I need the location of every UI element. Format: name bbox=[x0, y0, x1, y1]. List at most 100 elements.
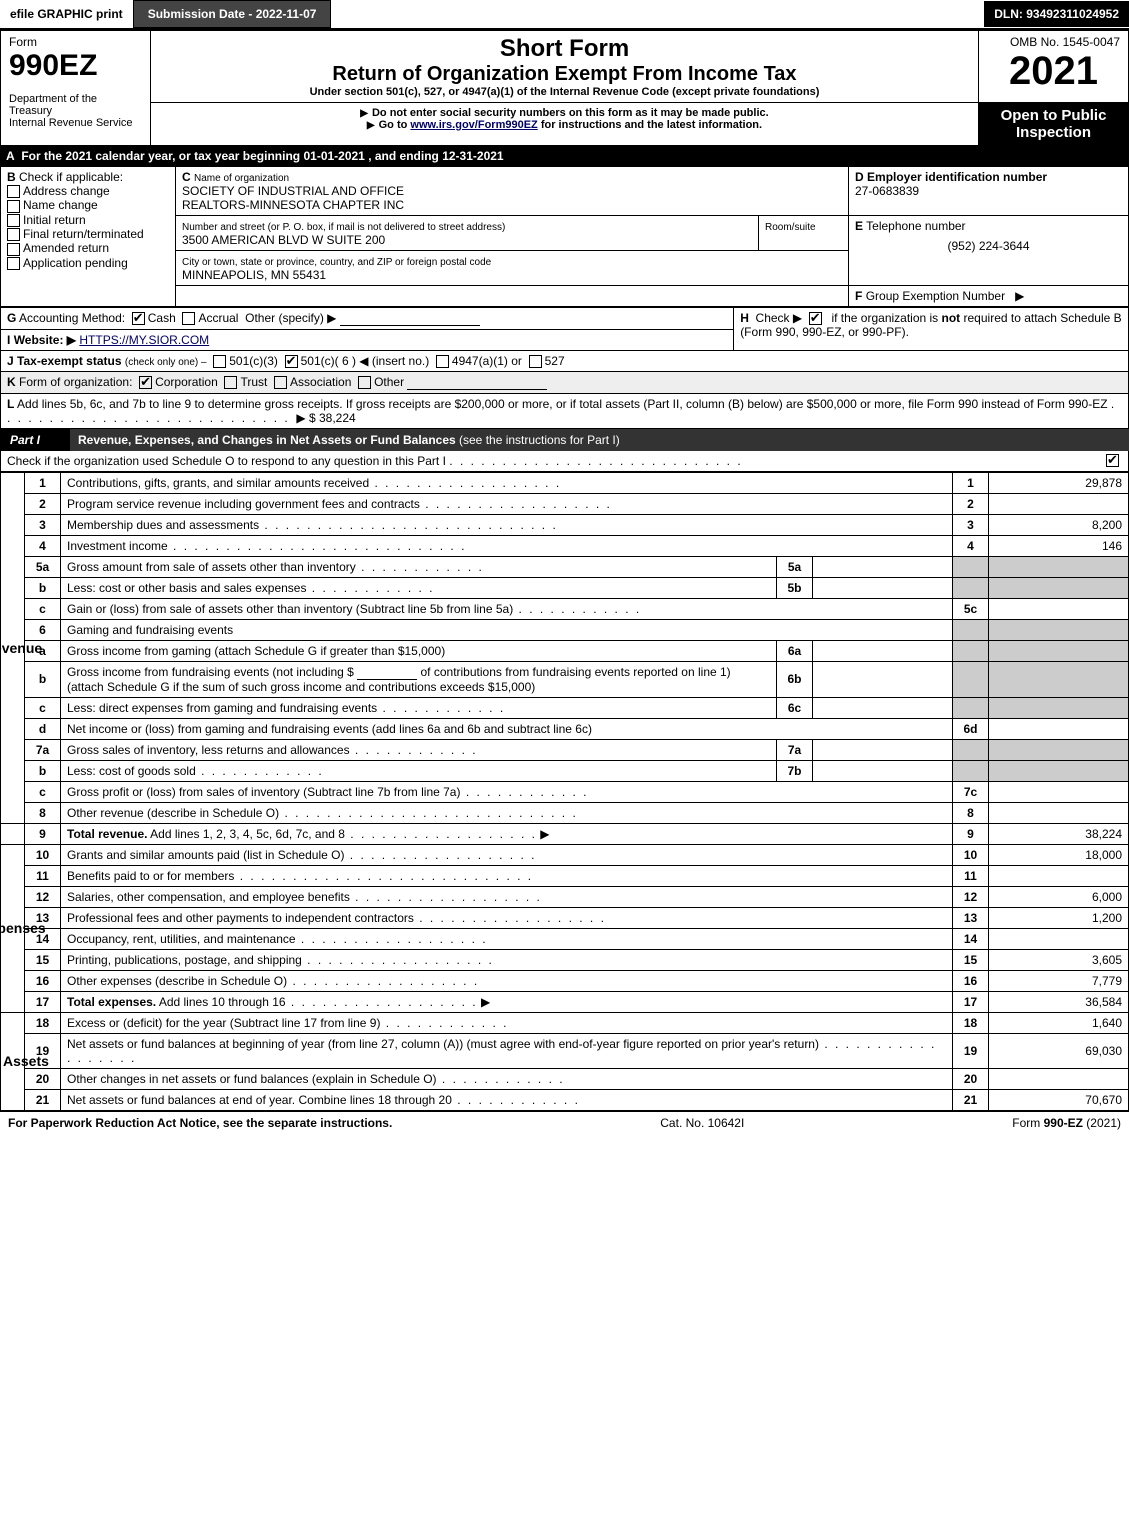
opt-other-org: Other bbox=[374, 375, 404, 389]
chk-sched-b[interactable] bbox=[809, 312, 822, 325]
ln-18-box: 18 bbox=[953, 1012, 989, 1033]
ln-13-box: 13 bbox=[953, 907, 989, 928]
ln-19-amt: 69,030 bbox=[989, 1033, 1129, 1068]
omb-number: OMB No. 1545-0047 bbox=[987, 35, 1120, 49]
ln-5b-num: b bbox=[25, 577, 61, 598]
ln-6c-dots bbox=[377, 701, 505, 715]
ln-10-box: 10 bbox=[953, 844, 989, 865]
ln-17-num: 17 bbox=[25, 991, 61, 1012]
section-i-cell: I Website: ▶ HTTPS://MY.SIOR.COM bbox=[1, 329, 734, 350]
ln-6b-blank[interactable] bbox=[357, 666, 417, 680]
chk-corp[interactable] bbox=[139, 376, 152, 389]
ln-13-desc: Professional fees and other payments to … bbox=[61, 907, 953, 928]
ln-11-text: Benefits paid to or for members bbox=[67, 869, 234, 883]
website-link[interactable]: HTTPS://MY.SIOR.COM bbox=[79, 333, 209, 347]
section-h-text2: if the organization is bbox=[831, 311, 941, 325]
ln-11-desc: Benefits paid to or for members bbox=[61, 865, 953, 886]
ln-2-num: 2 bbox=[25, 493, 61, 514]
ln-7c-dots bbox=[460, 785, 588, 799]
section-l-text: Add lines 5b, 6c, and 7b to line 9 to de… bbox=[17, 397, 1108, 411]
section-g-label: G bbox=[7, 311, 16, 325]
ln-7b-midbox: 7b bbox=[777, 760, 813, 781]
opt-4947: 4947(a)(1) or bbox=[452, 354, 522, 368]
chk-501c[interactable] bbox=[285, 355, 298, 368]
ln-6b-midbox: 6b bbox=[777, 661, 813, 697]
chk-accrual[interactable] bbox=[182, 312, 195, 325]
footer-right-suffix: (2021) bbox=[1083, 1116, 1121, 1130]
section-i-label: I bbox=[7, 333, 10, 347]
ln-10-desc: Grants and similar amounts paid (list in… bbox=[61, 844, 953, 865]
chk-schedule-o[interactable] bbox=[1106, 454, 1119, 467]
lines-table: Revenue 1 Contributions, gifts, grants, … bbox=[0, 472, 1129, 1111]
ln-7c-desc: Gross profit or (loss) from sales of inv… bbox=[61, 781, 953, 802]
ln-14-box: 14 bbox=[953, 928, 989, 949]
ln-9-box: 9 bbox=[953, 823, 989, 844]
ln-1-desc: Contributions, gifts, grants, and simila… bbox=[61, 472, 953, 493]
ln-6c-midbox: 6c bbox=[777, 697, 813, 718]
opt-assoc: Association bbox=[290, 375, 351, 389]
chk-527[interactable] bbox=[529, 355, 542, 368]
ln-10-dots bbox=[344, 848, 536, 862]
irs-link[interactable]: www.irs.gov/Form990EZ bbox=[410, 119, 537, 131]
ln-15-text: Printing, publications, postage, and shi… bbox=[67, 953, 302, 967]
chk-final-return[interactable] bbox=[7, 228, 20, 241]
netassets-vlabel: Net Assets bbox=[1, 1012, 25, 1110]
chk-app-pending[interactable] bbox=[7, 257, 20, 270]
chk-501c3[interactable] bbox=[213, 355, 226, 368]
part1-check-line: Check if the organization used Schedule … bbox=[7, 454, 446, 468]
chk-cash[interactable] bbox=[132, 312, 145, 325]
chk-other-org[interactable] bbox=[358, 376, 371, 389]
ln-21-box: 21 bbox=[953, 1089, 989, 1110]
ln-9-amt: 38,224 bbox=[989, 823, 1129, 844]
chk-amended[interactable] bbox=[7, 243, 20, 256]
section-d-heading: Employer identification number bbox=[867, 170, 1047, 184]
inspection-badge: Open to Public Inspection bbox=[979, 103, 1129, 146]
ln-7b-shade1 bbox=[953, 760, 989, 781]
ln-6b-shade2 bbox=[989, 661, 1129, 697]
ln-6c-shade1 bbox=[953, 697, 989, 718]
section-b-heading: Check if applicable: bbox=[19, 170, 123, 184]
ln-10-num: 10 bbox=[25, 844, 61, 865]
chk-4947[interactable] bbox=[436, 355, 449, 368]
other-blank[interactable] bbox=[340, 312, 480, 326]
ln-9-bold: Total revenue. bbox=[67, 827, 147, 841]
ln-5a-text: Gross amount from sale of assets other t… bbox=[67, 560, 356, 574]
ln-7a-dots bbox=[350, 743, 478, 757]
chk-address-change[interactable] bbox=[7, 185, 20, 198]
ln-7c-amt bbox=[989, 781, 1129, 802]
ln-21-num: 21 bbox=[25, 1089, 61, 1110]
ln-1-box: 1 bbox=[953, 472, 989, 493]
title-cell: Short Form Return of Organization Exempt… bbox=[151, 31, 979, 103]
form-number-cell: Form 990EZ Department of the Treasury In… bbox=[1, 31, 151, 146]
chk-trust[interactable] bbox=[224, 376, 237, 389]
section-c-city-cell: City or town, state or province, country… bbox=[176, 251, 849, 286]
ln-5b-text: Less: cost or other basis and sales expe… bbox=[67, 581, 306, 595]
ln-5a-shade2 bbox=[989, 556, 1129, 577]
chk-assoc[interactable] bbox=[274, 376, 287, 389]
section-a-row: A For the 2021 calendar year, or tax yea… bbox=[0, 146, 1129, 166]
ln-16-box: 16 bbox=[953, 970, 989, 991]
part1-header: Part I Revenue, Expenses, and Changes in… bbox=[0, 429, 1129, 451]
ln-14-dots bbox=[296, 932, 488, 946]
section-h-text1: Check ▶ bbox=[756, 311, 803, 325]
ln-2-text: Program service revenue including govern… bbox=[67, 497, 420, 511]
section-d-cell: D Employer identification number 27-0683… bbox=[849, 167, 1129, 216]
section-l-row: L Add lines 5b, 6c, and 7b to line 9 to … bbox=[0, 394, 1129, 429]
ln-1-num: 1 bbox=[25, 472, 61, 493]
ln-5c-desc: Gain or (loss) from sale of assets other… bbox=[61, 598, 953, 619]
other-org-blank[interactable] bbox=[407, 376, 547, 390]
ln-13-amt: 1,200 bbox=[989, 907, 1129, 928]
ln-6c-desc: Less: direct expenses from gaming and fu… bbox=[61, 697, 777, 718]
revenue-vlabel-end bbox=[1, 823, 25, 844]
part1-label: Part I bbox=[0, 429, 70, 451]
ln-5c-amt bbox=[989, 598, 1129, 619]
section-j-sub: (check only one) ‒ bbox=[125, 357, 207, 368]
ln-18-num: 18 bbox=[25, 1012, 61, 1033]
chk-initial-return[interactable] bbox=[7, 214, 20, 227]
section-a-label: A bbox=[6, 149, 15, 163]
ln-12-box: 12 bbox=[953, 886, 989, 907]
ln-6a-desc: Gross income from gaming (attach Schedul… bbox=[61, 640, 777, 661]
chk-name-change[interactable] bbox=[7, 200, 20, 213]
ln-11-amt bbox=[989, 865, 1129, 886]
submission-date-btn[interactable]: Submission Date - 2022-11-07 bbox=[133, 0, 332, 28]
